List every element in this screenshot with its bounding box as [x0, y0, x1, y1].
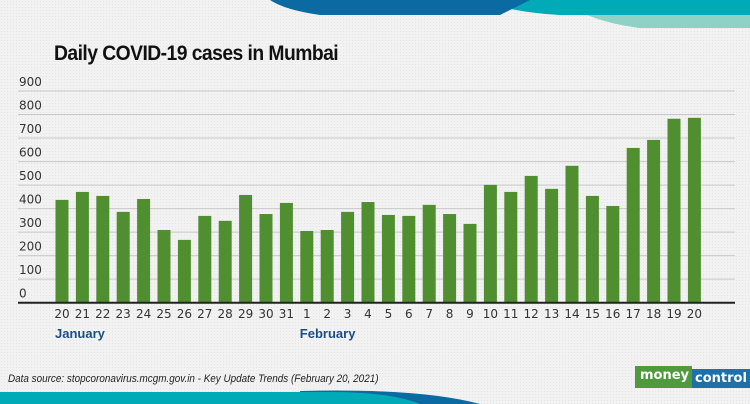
x-tick-label: 6: [405, 307, 413, 321]
y-tick-label: 300: [19, 216, 42, 230]
chart-title: Daily COVID-19 cases in Mumbai: [54, 42, 339, 65]
x-tick-label: 16: [605, 307, 620, 321]
x-tick-label: 4: [364, 307, 372, 321]
bar: [504, 191, 518, 303]
x-tick-label: 19: [666, 307, 681, 321]
y-tick-label: 800: [19, 99, 42, 113]
bar: [381, 214, 395, 303]
y-tick-label: 0: [19, 287, 27, 301]
x-tick-label: 31: [279, 307, 294, 321]
bar: [443, 214, 457, 303]
top-teal-swoosh: [480, 0, 750, 15]
bar: [361, 202, 375, 303]
bar: [545, 188, 559, 303]
data-source-note: Data source: stopcoronavirus.mcgm.gov.in…: [8, 373, 379, 385]
x-tick-label: 15: [585, 307, 600, 321]
x-tick-label: 9: [466, 307, 474, 321]
x-tick-label: 5: [385, 307, 393, 321]
x-tick-label: 18: [646, 307, 661, 321]
y-tick-label: 500: [19, 169, 42, 183]
logo-part-money: money: [635, 366, 693, 388]
y-tick-label: 100: [19, 263, 42, 277]
x-tick-label: 11: [503, 307, 518, 321]
bar: [524, 175, 538, 303]
bar: [565, 165, 579, 303]
bar: [606, 206, 620, 303]
x-tick-label: 13: [544, 307, 559, 321]
x-tick-label: 30: [258, 307, 273, 321]
bar: [463, 223, 477, 303]
x-tick-label: 20: [687, 307, 702, 321]
bar: [55, 199, 69, 303]
x-tick-label: 7: [425, 307, 433, 321]
x-tick-label: 20: [54, 307, 69, 321]
y-tick-label: 600: [19, 146, 42, 160]
bar: [320, 230, 334, 303]
x-tick-label: 10: [483, 307, 498, 321]
x-tick-label: 14: [564, 307, 579, 321]
x-tick-label: 12: [524, 307, 539, 321]
month-label: January: [55, 326, 106, 341]
x-tick-label: 26: [177, 307, 192, 321]
x-tick-label: 22: [95, 307, 110, 321]
bar: [422, 204, 436, 303]
bar: [687, 117, 701, 303]
x-tick-label: 29: [238, 307, 253, 321]
x-tick-label: 3: [344, 307, 352, 321]
x-tick-label: 27: [197, 307, 212, 321]
bar: [157, 230, 171, 303]
bar: [75, 191, 89, 303]
bar: [177, 239, 191, 303]
bottom-teal-band: [0, 392, 420, 404]
y-tick-label: 400: [19, 193, 42, 207]
y-tick-label: 200: [19, 240, 42, 254]
x-tick-label: 28: [218, 307, 233, 321]
x-tick-label: 1: [303, 307, 311, 321]
logo-part-control: control: [692, 369, 750, 388]
bar: [279, 202, 293, 303]
bar: [116, 211, 130, 303]
moneycontrol-logo: money control: [635, 366, 750, 388]
bar: [259, 214, 273, 303]
bar: [667, 118, 681, 303]
bar: [198, 215, 212, 303]
bar: [300, 230, 314, 303]
y-tick-label: 700: [19, 122, 42, 136]
bar: [218, 220, 232, 303]
x-tick-label: 17: [626, 307, 641, 321]
x-tick-label: 25: [156, 307, 171, 321]
bar: [137, 198, 151, 303]
bar: [647, 139, 661, 303]
x-tick-label: 2: [323, 307, 331, 321]
bar: [341, 211, 355, 303]
x-tick-label: 21: [75, 307, 90, 321]
bar: [483, 184, 497, 303]
y-tick-label: 900: [19, 75, 42, 89]
top-dark-blue-swoosh: [270, 0, 530, 15]
bar: [626, 147, 640, 303]
x-tick-label: 8: [446, 307, 454, 321]
bar: [585, 195, 599, 303]
month-label: February: [300, 326, 356, 341]
bar: [239, 194, 253, 303]
x-tick-label: 23: [116, 307, 131, 321]
x-tick-label: 24: [136, 307, 151, 321]
bar: [402, 215, 416, 303]
bar: [96, 195, 110, 303]
